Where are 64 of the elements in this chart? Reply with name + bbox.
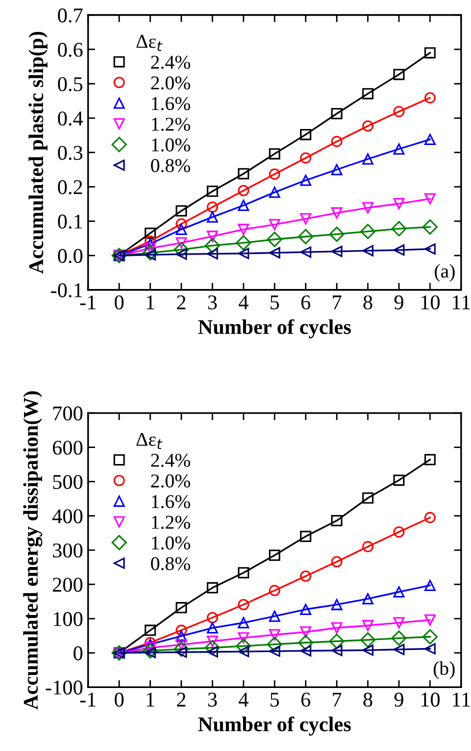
x-tick-label: 6 [301,295,310,310]
x-tick-label: 5 [270,692,279,707]
y-tick-label: -100 [46,680,82,695]
x-tick-label: 9 [394,692,404,707]
y-tick-label: 100 [54,612,82,626]
x-tick-label: 3 [208,295,217,310]
x-tick-label: 0 [114,692,124,707]
x-tick-label: 0 [114,295,124,310]
y-tick-label: 0.0 [58,248,82,264]
legend-label: 0.8% [151,159,190,172]
x-tick-label: 2 [177,295,186,310]
y-tick-label: -0.1 [51,283,82,298]
legend-label: 1.6% [152,495,190,508]
x-axis-title: Number of cycles [198,319,351,338]
x-tick-label: 1 [146,295,154,310]
y-tick-label: 0.4 [58,111,83,126]
x-tick-label: 7 [332,692,342,706]
x-tick-label: -1 [80,295,96,310]
x-tick-label: 7 [332,296,342,310]
x-tick-label: -1 [80,692,96,706]
x-tick-label: 10 [421,692,440,707]
legend-label: 0.8% [151,557,190,570]
y-tick-label: 300 [52,543,82,558]
x-axis-title: Number of cycles [198,716,351,736]
x-tick-label: 5 [270,296,279,310]
legend-label: 1.0% [152,536,190,550]
x-tick-label: 6 [301,692,310,707]
legend-label: 1.2% [152,118,190,131]
x-tick-label: 11 [452,692,470,706]
annotation: (b) [434,661,455,679]
x-tick-label: 8 [363,692,372,707]
legend-label: 1.0% [152,138,190,152]
legend-label: 2.4% [151,454,190,467]
y-tick-label: 0.7 [58,8,83,23]
y-tick-label: 0 [74,646,82,660]
y-tick-label: 0.6 [58,42,83,57]
x-tick-label: 9 [394,295,404,310]
y-tick-label: 700 [53,406,82,420]
legend-label: 2.0% [151,76,190,90]
legend-title: Δε$_{t}$ [136,34,162,51]
y-tick-label: 600 [52,440,82,455]
legend-label: 1.6% [152,97,190,110]
y-axis-title: Accumulated energy dissipation(W) [23,391,42,710]
x-tick-label: 2 [177,692,186,706]
y-tick-label: 0.1 [58,214,82,229]
x-tick-label: 4 [238,295,248,310]
annotation: (a) [434,264,455,282]
legend-title: Δε$_{t}$ [136,432,162,449]
x-tick-label: 11 [452,295,470,310]
y-tick-label: 400 [52,509,82,524]
y-axis-title: Accumulated plastic slip(p) [28,32,48,274]
y-tick-label: 500 [53,474,82,490]
x-tick-label: 1 [146,692,154,706]
x-tick-label: 10 [421,295,440,310]
legend-label: 1.2% [152,516,190,529]
legend-label: 2.4% [151,56,190,69]
y-tick-label: 0.3 [58,146,82,160]
y-tick-label: 200 [52,578,82,592]
x-tick-label: 4 [238,692,248,706]
x-tick-label: 3 [208,692,217,707]
x-tick-label: 8 [363,295,372,310]
y-tick-label: 0.2 [58,180,82,194]
legend-label: 2.0% [151,474,190,488]
y-tick-label: 0.5 [58,77,82,92]
